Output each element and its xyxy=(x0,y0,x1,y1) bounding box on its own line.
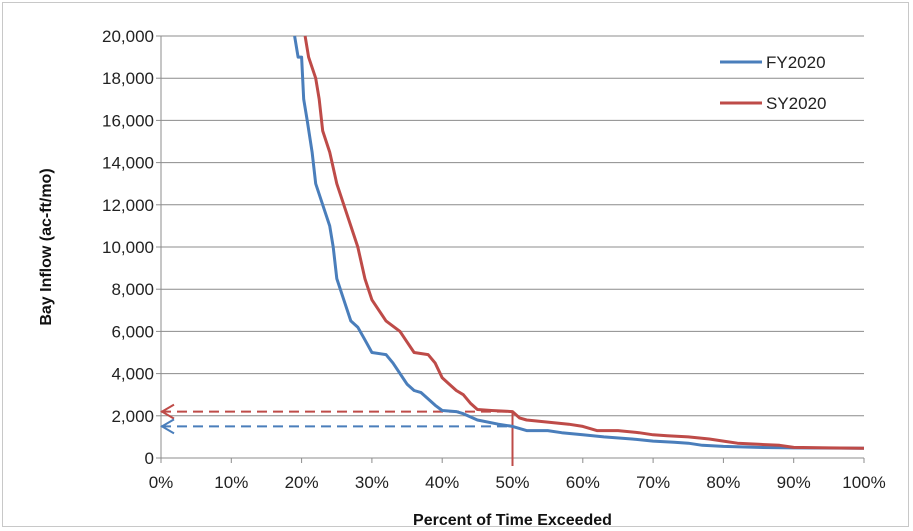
reference-arrow-head xyxy=(160,418,175,435)
x-tick-label: 30% xyxy=(355,473,389,492)
y-tick-label: 4,000 xyxy=(111,365,154,384)
series-line-sy2020 xyxy=(303,35,865,450)
y-tick-label: 10,000 xyxy=(102,238,154,257)
y-tick-label: 0 xyxy=(145,449,154,468)
x-tick-label: 70% xyxy=(636,473,670,492)
y-tick-label: 8,000 xyxy=(111,280,154,299)
y-tick-label: 2,000 xyxy=(111,407,154,426)
y-tick-label: 16,000 xyxy=(102,111,154,130)
x-tick-label: 80% xyxy=(706,473,740,492)
y-tick-label: 20,000 xyxy=(102,27,154,46)
y-axis-title: Bay Inflow (ac-ft/mo) xyxy=(38,168,55,325)
x-tick-label: 100% xyxy=(842,473,885,492)
y-tick-label: 6,000 xyxy=(111,322,154,341)
x-tick-label: 20% xyxy=(285,473,319,492)
x-axis-title: Percent of Time Exceeded xyxy=(413,512,612,529)
x-tick-label: 40% xyxy=(425,473,459,492)
y-tick-label: 14,000 xyxy=(102,154,154,173)
x-tick-label: 10% xyxy=(214,473,248,492)
y-tick-label: 18,000 xyxy=(102,69,154,88)
series-line-fy2020 xyxy=(293,35,865,450)
x-tick-label: 0% xyxy=(149,473,174,492)
legend-label-fy2020: FY2020 xyxy=(766,53,826,72)
x-tick-label: 50% xyxy=(495,473,529,492)
legend-label-sy2020: SY2020 xyxy=(766,94,827,113)
y-tick-label: 12,000 xyxy=(102,196,154,215)
reference-arrow-head xyxy=(160,403,175,420)
x-tick-label: 60% xyxy=(566,473,600,492)
x-tick-label: 90% xyxy=(777,473,811,492)
